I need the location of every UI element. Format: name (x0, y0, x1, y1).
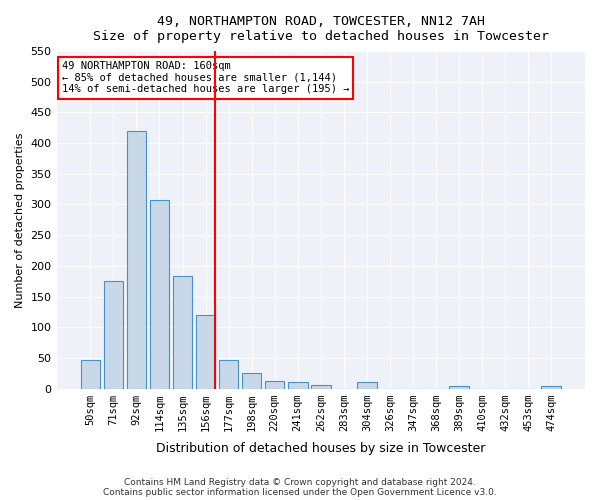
Y-axis label: Number of detached properties: Number of detached properties (15, 132, 25, 308)
Bar (357, 382, 377, 388)
Bar (196, 315, 215, 388)
Title: 49, NORTHAMPTON ROAD, TOWCESTER, NN12 7AH
Size of property relative to detached : 49, NORTHAMPTON ROAD, TOWCESTER, NN12 7A… (93, 15, 549, 43)
Bar (311, 386, 331, 388)
Text: 49 NORTHAMPTON ROAD: 160sqm
← 85% of detached houses are smaller (1,144)
14% of : 49 NORTHAMPTON ROAD: 160sqm ← 85% of det… (62, 61, 349, 94)
Bar (127, 131, 146, 388)
Bar (80, 360, 100, 388)
Bar (288, 382, 308, 388)
Bar (104, 281, 123, 388)
Bar (242, 373, 262, 388)
Bar (149, 200, 169, 388)
Text: Contains HM Land Registry data © Crown copyright and database right 2024.
Contai: Contains HM Land Registry data © Crown c… (103, 478, 497, 497)
Bar (265, 381, 284, 388)
Bar (219, 360, 238, 388)
Bar (173, 276, 193, 388)
Bar (449, 386, 469, 388)
Bar (541, 386, 561, 388)
X-axis label: Distribution of detached houses by size in Towcester: Distribution of detached houses by size … (156, 442, 485, 455)
